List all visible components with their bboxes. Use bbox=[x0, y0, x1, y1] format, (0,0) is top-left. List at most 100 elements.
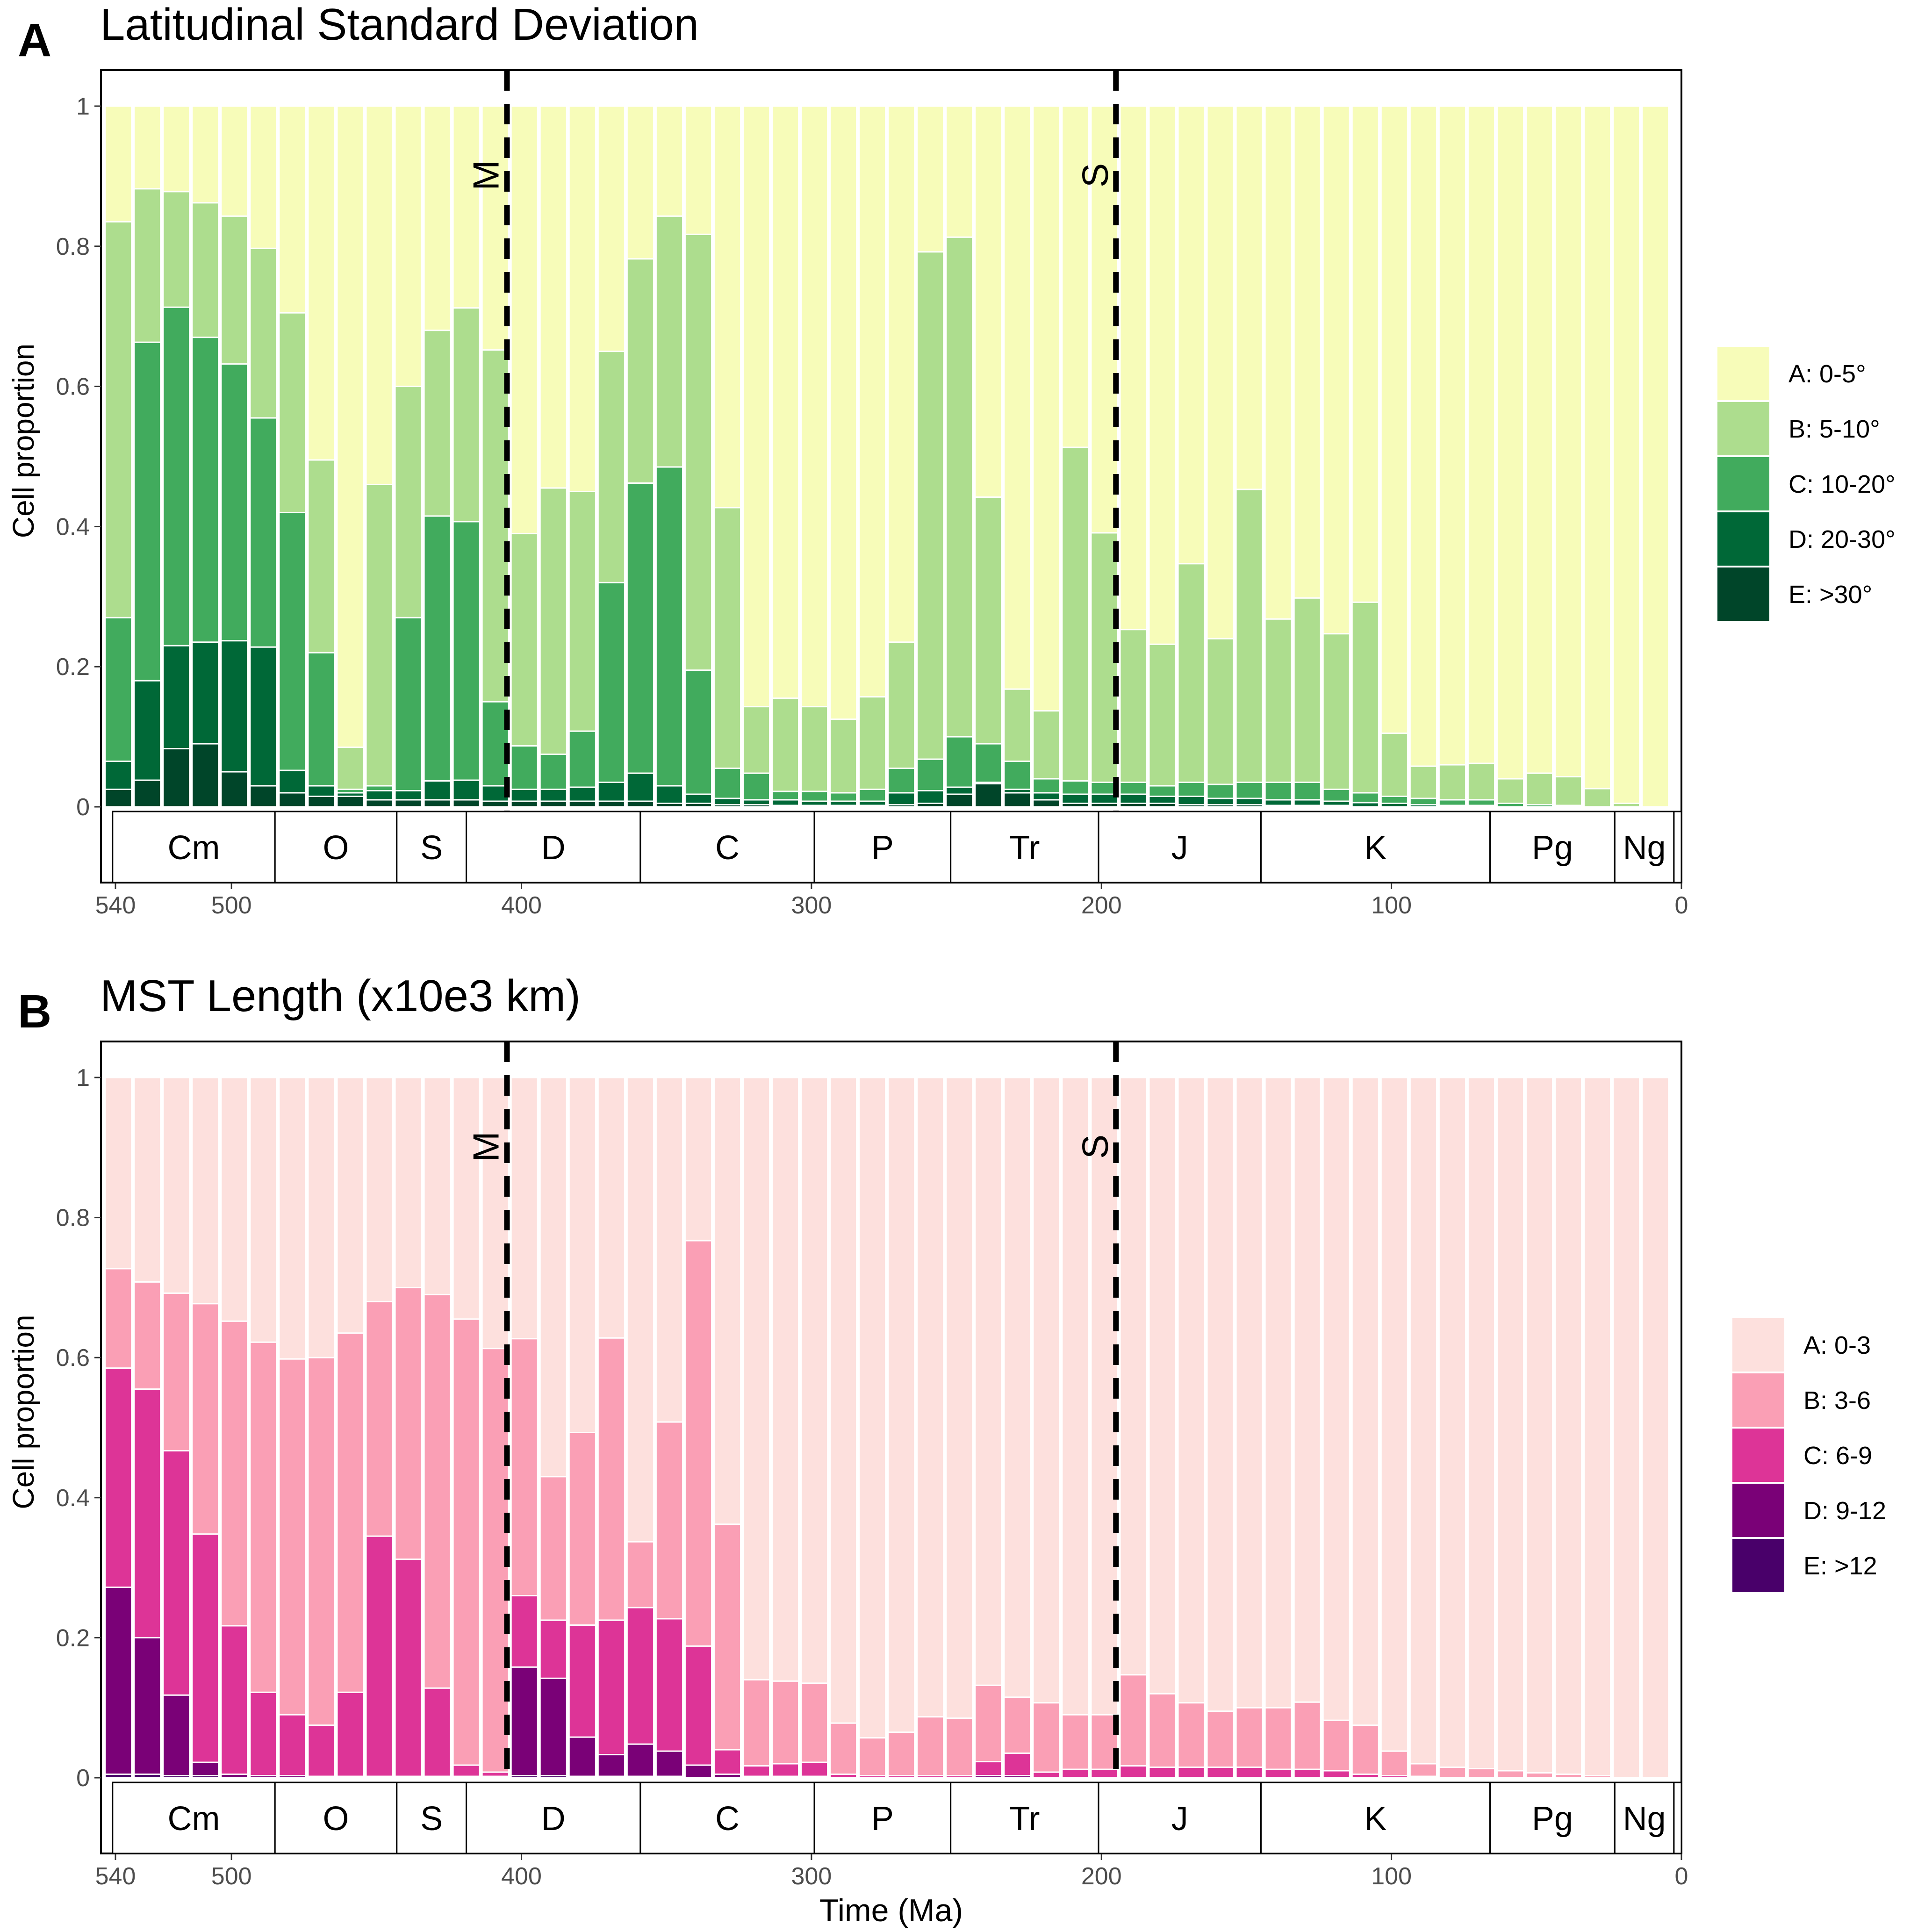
period-label: K bbox=[1364, 1800, 1386, 1838]
bar-segment bbox=[771, 1763, 800, 1779]
period-box bbox=[1260, 1781, 1491, 1854]
bar-segment bbox=[829, 1774, 858, 1779]
bar-segment bbox=[771, 1680, 800, 1779]
x-tick-label: 400 bbox=[501, 892, 542, 919]
panel-a-title: Latitudinal Standard Deviation bbox=[100, 0, 699, 50]
bar-segment bbox=[1583, 105, 1612, 808]
bar-segment bbox=[1264, 1077, 1293, 1779]
bar-segment bbox=[1380, 1750, 1408, 1779]
bar-segment bbox=[278, 1775, 307, 1779]
y-tick-label: 0.4 bbox=[56, 513, 90, 540]
bar-segment bbox=[278, 511, 307, 808]
bar-segment bbox=[1003, 1775, 1032, 1779]
bar-segment bbox=[1467, 105, 1495, 808]
bar-segment bbox=[1467, 804, 1495, 808]
bar-segment bbox=[1148, 1077, 1177, 1779]
legend-swatch bbox=[1731, 1537, 1786, 1594]
bar-segment bbox=[771, 804, 800, 808]
bar-segment bbox=[1554, 804, 1583, 808]
bar-segment bbox=[1438, 804, 1466, 808]
bar-segment bbox=[191, 1775, 220, 1779]
bar-segment bbox=[1148, 1693, 1177, 1779]
bar-segment bbox=[742, 1775, 771, 1779]
bar-segment bbox=[539, 1775, 567, 1779]
bar-segment bbox=[742, 1679, 771, 1779]
bar-segment bbox=[1612, 1077, 1641, 1779]
period-label: Ng bbox=[1623, 1800, 1666, 1838]
bar-segment bbox=[1496, 778, 1525, 808]
bar-segment bbox=[1090, 1768, 1119, 1779]
bar-segment bbox=[684, 803, 712, 808]
legend-swatch bbox=[1716, 455, 1771, 512]
period-box bbox=[813, 1781, 952, 1854]
bar-segment bbox=[394, 617, 423, 808]
period-label: Tr bbox=[1009, 829, 1040, 867]
panel-b-letter: B bbox=[18, 985, 51, 1038]
bar-segment bbox=[423, 799, 452, 808]
bar-segment bbox=[1206, 1767, 1235, 1779]
bar-segment bbox=[1351, 601, 1379, 808]
event-label-s: S bbox=[1074, 163, 1115, 187]
bar-segment bbox=[1148, 1767, 1177, 1779]
x-tick-label: 200 bbox=[1081, 892, 1122, 919]
x-tick-label: 400 bbox=[501, 1863, 542, 1890]
bar-segment bbox=[974, 1775, 1003, 1779]
bar-segment bbox=[858, 1775, 887, 1779]
bar-segment bbox=[597, 582, 625, 808]
y-tick-label: 0.4 bbox=[56, 1485, 90, 1512]
bar-segment bbox=[1119, 1765, 1148, 1779]
bar-segment bbox=[655, 803, 683, 808]
panel-b-legend-label: A: 0-3 bbox=[1803, 1331, 1871, 1359]
bar-segment bbox=[1032, 105, 1061, 808]
bar-segment bbox=[713, 804, 742, 808]
period-label: D bbox=[541, 1800, 566, 1838]
panel-a: 0 0.2 0.4 0.6 0.8 1 540 500 400 300 200 100 0 Cm O S D C P… bbox=[7, 0, 1896, 919]
period-box bbox=[112, 811, 276, 883]
bar-segment bbox=[1322, 1770, 1350, 1779]
bar-segment bbox=[1177, 1077, 1206, 1779]
y-tick-label: 0.8 bbox=[56, 1205, 90, 1232]
panel-a-y-axis-label: Cell proportion bbox=[7, 344, 40, 538]
bar-segment bbox=[1235, 1077, 1264, 1779]
x-tick-label: 0 bbox=[1675, 1863, 1688, 1890]
period-label: P bbox=[871, 829, 894, 867]
bar-segment bbox=[307, 1357, 336, 1779]
x-tick-label: 500 bbox=[211, 892, 252, 919]
bar-segment bbox=[887, 1077, 916, 1779]
legend-swatch bbox=[1731, 1372, 1786, 1429]
bar-segment bbox=[1583, 788, 1612, 808]
bar-segment bbox=[858, 804, 887, 808]
bar-segment bbox=[336, 796, 365, 808]
bar-segment bbox=[829, 1077, 858, 1779]
bar-segment bbox=[1264, 1707, 1293, 1779]
bar-segment bbox=[771, 1077, 800, 1779]
period-box bbox=[1489, 1781, 1616, 1854]
period-label: S bbox=[420, 1800, 443, 1838]
bar-segment bbox=[1554, 776, 1583, 808]
bar-segment bbox=[945, 793, 974, 808]
period-box bbox=[950, 1781, 1099, 1854]
bar-segment bbox=[1612, 803, 1641, 808]
bar-segment bbox=[1032, 799, 1061, 808]
panel-a-bars bbox=[104, 105, 1670, 808]
period-box bbox=[274, 811, 398, 883]
bar-segment bbox=[365, 799, 394, 808]
panel-b-title: MST Length (x10e3 km) bbox=[100, 971, 581, 1021]
bar-segment bbox=[394, 799, 423, 808]
bar-segment bbox=[1380, 733, 1408, 808]
bar-segment bbox=[1235, 1707, 1264, 1779]
y-tick-label: 0.2 bbox=[56, 654, 90, 681]
bar-segment bbox=[1409, 105, 1437, 808]
legend-swatch bbox=[1716, 345, 1771, 402]
bar-segment bbox=[655, 466, 683, 808]
bar-segment bbox=[626, 800, 654, 808]
bar-segment bbox=[1351, 802, 1379, 808]
bar-segment bbox=[1554, 1774, 1583, 1779]
y-tick-label: 0.2 bbox=[56, 1624, 90, 1652]
bar-segment bbox=[1641, 105, 1670, 808]
bar-segment bbox=[1351, 1724, 1379, 1779]
period-label: C bbox=[715, 829, 740, 867]
bar-segment bbox=[1235, 1767, 1264, 1779]
bar-segment bbox=[1409, 804, 1437, 808]
panel-a-legend-label: C: 10-20° bbox=[1788, 470, 1896, 498]
